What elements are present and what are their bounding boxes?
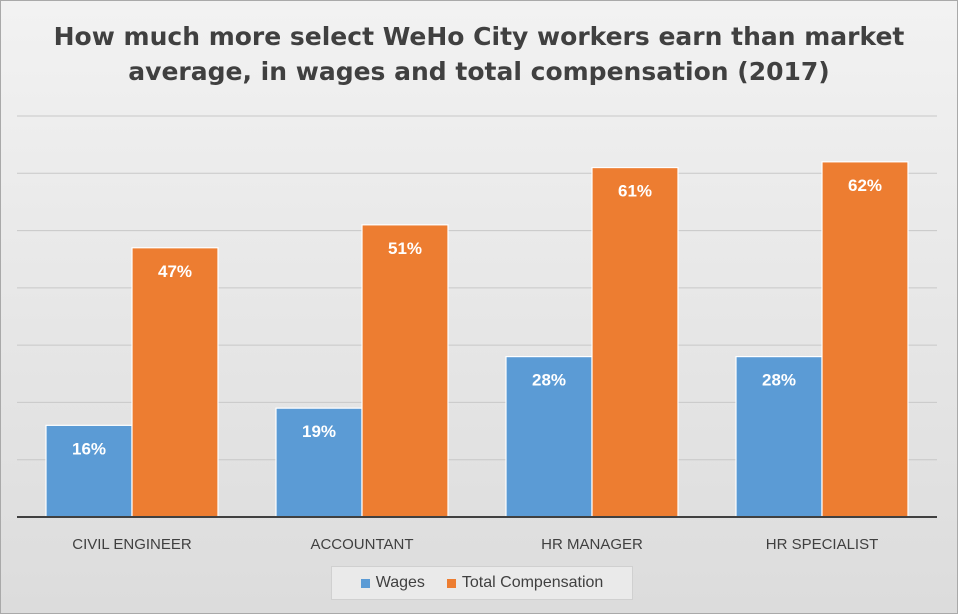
bar-wages bbox=[505, 356, 593, 518]
legend-swatch-wages bbox=[360, 578, 370, 588]
legend-label-wages: Wages bbox=[375, 574, 425, 591]
bar-value-label: 47% bbox=[158, 262, 192, 281]
bar-value-label: 62% bbox=[848, 176, 882, 195]
category-labels: CIVIL ENGINEER ACCOUNTANT HR MANAGER HR SPE… bbox=[17, 516, 937, 553]
bar-value-label: 19% bbox=[302, 422, 336, 441]
legend: Wages Total Compensation bbox=[331, 566, 633, 600]
category-label: HR MANAGER bbox=[541, 536, 643, 553]
legend-swatch-total-compensation bbox=[446, 578, 456, 588]
legend-item-wages: Wages bbox=[360, 574, 425, 592]
legend-label-total-compensation: Total Compensation bbox=[461, 574, 604, 591]
category-label: ACCOUNTANT bbox=[310, 536, 413, 553]
bar-total-compensation bbox=[591, 166, 679, 518]
chart-title: How much more select WeHo City workers e… bbox=[53, 22, 905, 86]
bar-value-label: 16% bbox=[72, 439, 106, 458]
category-label: CIVIL ENGINEER bbox=[72, 536, 192, 553]
bar-wages bbox=[275, 407, 363, 518]
bar-value-label: 51% bbox=[388, 239, 422, 258]
bar-value-label: 61% bbox=[618, 182, 652, 201]
bar-value-label: 28% bbox=[762, 371, 796, 390]
bar-total-compensation bbox=[361, 224, 449, 518]
legend-item-total-compensation: Total Compensation bbox=[446, 574, 604, 592]
bar-total-compensation bbox=[821, 161, 909, 518]
bar-wages bbox=[45, 424, 133, 518]
category-label: HR SPECIALIST bbox=[766, 536, 879, 553]
bar-value-label: 28% bbox=[532, 371, 566, 390]
bars bbox=[45, 161, 909, 518]
bar-labels: 16% 47% 19% 51% 28% 61% 28% 62% bbox=[72, 176, 882, 459]
bar-total-compensation bbox=[131, 247, 219, 518]
